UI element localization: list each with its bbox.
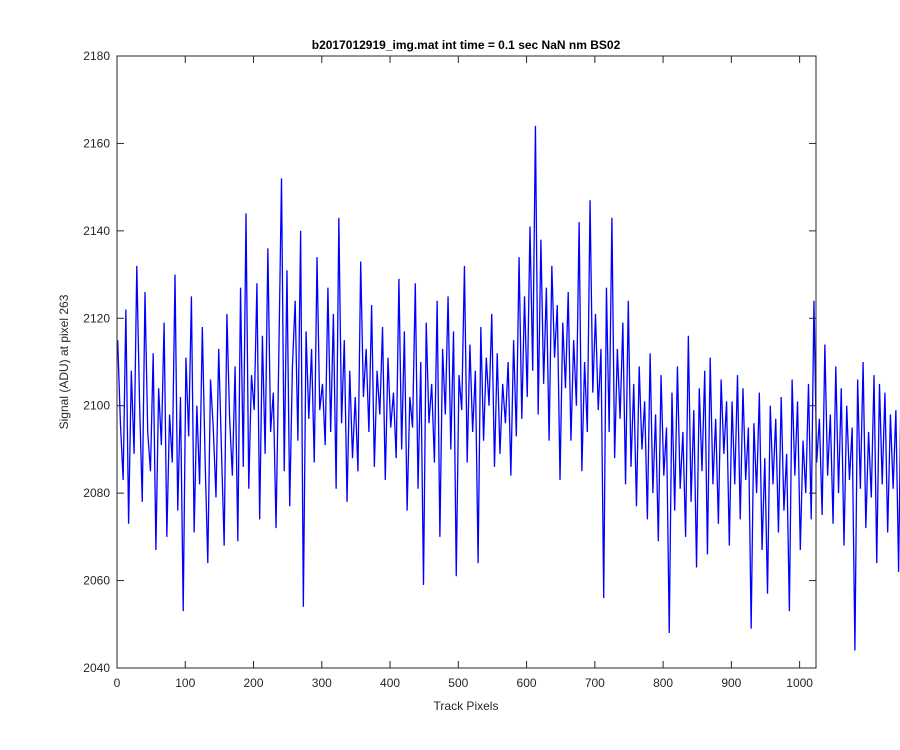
x-tick-label: 900: [721, 676, 741, 690]
x-tick-label: 400: [380, 676, 400, 690]
x-tick-label: 100: [175, 676, 195, 690]
x-tick-label: 600: [517, 676, 537, 690]
series-line-0: [117, 125, 900, 651]
y-tick-label: 2140: [83, 224, 110, 238]
x-tick-label: 200: [244, 676, 264, 690]
x-tick-label: 800: [653, 676, 673, 690]
plot-area: [117, 56, 816, 668]
x-tick-label: 0: [114, 676, 121, 690]
x-tick-label: 1000: [786, 676, 813, 690]
x-axis-label: Track Pixels: [434, 699, 499, 713]
y-tick-label: 2040: [83, 661, 110, 675]
y-tick-label: 2120: [83, 311, 110, 325]
chart-title: b2017012919_img.mat int time = 0.1 sec N…: [312, 38, 621, 52]
x-tick-label: 700: [585, 676, 605, 690]
y-tick-label: 2100: [83, 399, 110, 413]
y-tick-label: 2160: [83, 136, 110, 150]
y-axis-label: Signal (ADU) at pixel 263: [57, 294, 71, 429]
x-tick-label: 500: [448, 676, 468, 690]
y-tick-label: 2180: [83, 49, 110, 63]
y-tick-label: 2080: [83, 486, 110, 500]
y-axis: 2040 2060 2080 2100 2120 2140 2160 2180: [83, 49, 816, 675]
y-tick-label: 2060: [83, 574, 110, 588]
x-tick-label: 300: [312, 676, 332, 690]
x-axis: 0 100 200 300 400 500 600 700 800 900 1000: [114, 56, 813, 690]
axes-box: [116, 55, 817, 669]
series-layer: [117, 125, 900, 651]
